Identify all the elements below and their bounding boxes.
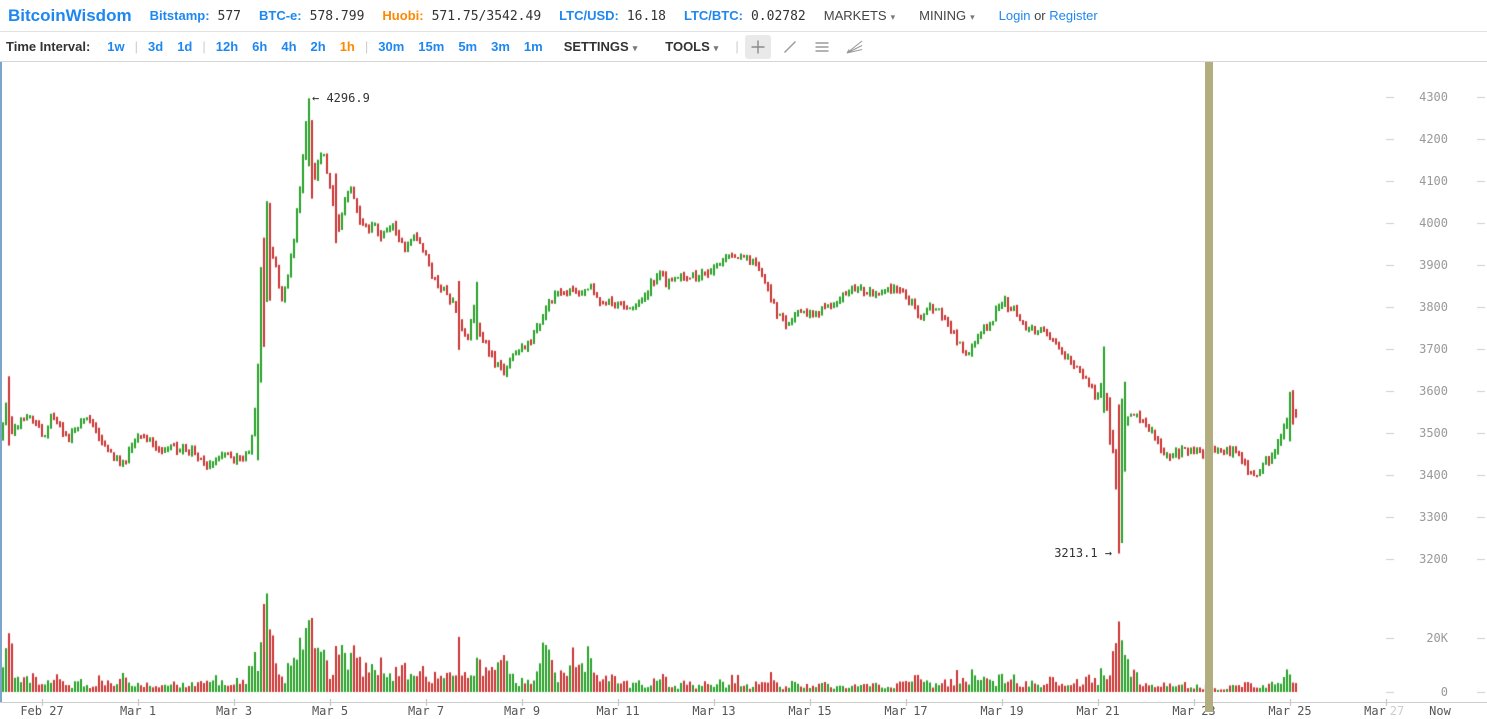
ticker-value: 577 [217,8,242,24]
ticker-list: Bitstamp: 577 BTC-e: 578.799 Huobi: 571.75/35… [150,7,824,25]
chevron-down-icon: ▾ [713,43,719,53]
site-logo[interactable]: BitcoinWisdom [8,5,132,25]
axis-tick-label: 3600 [1419,384,1448,398]
interval-12h[interactable]: 12h [215,39,239,54]
interval-1m[interactable]: 1m [523,39,543,54]
axis-tick-label: 4300 [1419,90,1448,104]
time-interval-label: Time Interval: [6,39,91,54]
interval-1h[interactable]: 1h [339,39,355,54]
menu-markets[interactable]: MARKETS ▾ [823,7,896,23]
tools-dropdown[interactable]: TOOLS ▾ [665,39,719,54]
auth-or-text: or [1034,8,1046,23]
time-axis-label: Mar 15 [788,704,832,718]
axis-tick-label: 4100 [1419,174,1448,188]
axis-tick-label: 4000 [1419,216,1448,230]
interval-1d[interactable]: 1d [177,39,193,54]
crosshair-icon[interactable] [744,34,771,59]
time-axis-label: Mar 23 [1172,704,1216,718]
interval-links: 1w | 3d 1d | 12h 6h 4h 2h 1h | 30m 15m 5m 3m 1m [100,39,549,54]
interval-15m[interactable]: 15m [418,39,445,54]
time-axis-label: Mar 7 [407,704,445,718]
ticker-label: LTC/USD: [559,7,619,23]
interval-divider: | [202,39,206,54]
axis-tick-label: 20K [1426,631,1448,645]
interval-5m[interactable]: 5m [458,39,478,54]
ticker-value: 0.02782 [750,8,806,24]
ticker-label: LTC/BTC: [684,7,743,23]
ticker-label: BTC-e: [259,7,302,23]
axis-tick-label: 3500 [1419,426,1448,440]
settings-dropdown[interactable]: SETTINGS ▾ [563,39,638,54]
interval-30m[interactable]: 30m [378,39,405,54]
time-axis-label: Mar 25 [1268,704,1312,718]
chevron-down-icon: ▾ [632,43,638,53]
high-price-annotation: ← 4296.9 [312,91,370,106]
horizontal-lines-icon[interactable] [809,35,835,59]
chart-area: 4300 4200 4100 4000 3900 3800 3700 3600 3500 3400… [0,62,1487,719]
register-link[interactable]: Register [1049,8,1098,23]
ticker-huobi[interactable]: Huobi: 571.75/3542.49 [382,7,542,24]
time-axis-label: Mar 13 [692,704,736,718]
time-axis-label: Mar 17 [884,704,928,718]
axis-tick-label: 3200 [1419,552,1448,566]
axis-tick-label: 3900 [1419,258,1448,272]
ticker-ltc-usd[interactable]: LTC/USD: 16.18 [559,7,666,24]
axis-tick-label: 3700 [1419,342,1448,356]
menu-mining[interactable]: MINING ▾ [919,7,975,23]
time-axis-label: Mar 3 [215,704,253,718]
header-bar: BitcoinWisdom Bitstamp: 577 BTC-e: 578.799 H… [0,0,1487,32]
current-time-marker [1205,62,1213,712]
time-axis-label: Mar 5 [311,704,349,718]
time-axis-label: Mar [1364,704,1386,718]
chart-toolbar: Time Interval: 1w | 3d 1d | 12h 6h 4h 2h 1h | 30m 15… [0,32,1487,62]
time-axis: Feb 27 Mar 1 Mar 3 Mar 5 Mar 7 Mar 9 Mar 11 Mar… [0,702,1487,719]
axis-tick-label: 3300 [1419,510,1448,524]
fib-fan-icon[interactable] [841,35,867,59]
ticker-value: 571.75/3542.49 [431,8,542,24]
low-price-annotation: 3213.1 → [1054,546,1112,561]
trendline-icon[interactable] [777,35,803,59]
axis-tick-label: 3800 [1419,300,1448,314]
interval-3m[interactable]: 3m [491,39,510,54]
time-axis-label: Mar 1 [119,704,157,718]
time-axis-label: 27 [1389,704,1405,718]
interval-divider: | [134,39,139,54]
chevron-down-icon: ▾ [970,11,975,22]
ticker-label: Bitstamp: [149,7,210,23]
nav-menus: MARKETS ▾ MINING ▾ [824,7,999,25]
interval-4h[interactable]: 4h [281,39,297,54]
time-axis-label: Now [1429,704,1451,718]
ticker-ltc-btc[interactable]: LTC/BTC: 0.02782 [684,7,806,24]
ticker-btc-e[interactable]: BTC-e: 578.799 [259,7,365,24]
ticker-value: 16.18 [626,8,666,24]
axis-tick-label: 4200 [1419,132,1448,146]
interval-divider: | [364,39,369,54]
auth-links: Login or Register [999,8,1098,23]
interval-1w[interactable]: 1w [107,39,125,54]
time-axis-label: Mar 9 [503,704,541,718]
chart-left-edge-line [0,62,2,702]
time-axis-label: Feb 27 [20,704,64,718]
candlestick-volume-canvas[interactable] [0,62,1487,719]
toolbar-divider: | [735,39,739,54]
login-link[interactable]: Login [998,8,1031,23]
interval-2h[interactable]: 2h [310,39,326,54]
axis-tick-label: 3400 [1419,468,1448,482]
ticker-label: Huobi: [382,7,424,23]
ticker-value: 578.799 [309,8,365,24]
ticker-bitstamp[interactable]: Bitstamp: 577 [149,7,242,24]
interval-3d[interactable]: 3d [148,39,164,54]
time-axis-label: Mar 11 [596,704,640,718]
axis-tick-label: 0 [1440,685,1448,699]
interval-6h[interactable]: 6h [252,39,268,54]
time-axis-label: Mar 21 [1076,704,1120,718]
time-axis-label: Mar 19 [980,704,1024,718]
chevron-down-icon: ▾ [890,11,896,22]
